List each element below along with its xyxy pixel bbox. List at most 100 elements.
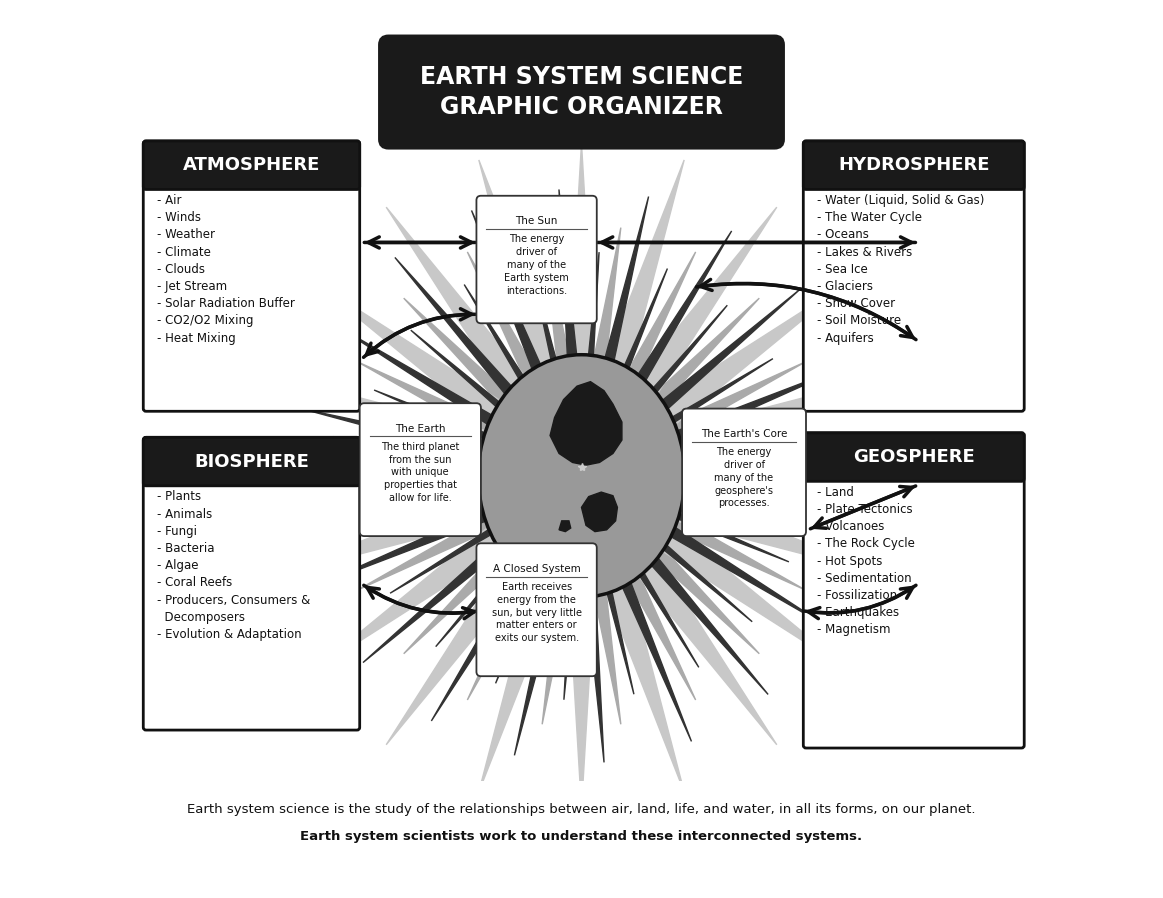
Polygon shape — [436, 472, 586, 647]
Polygon shape — [578, 366, 847, 483]
Text: The energy
driver of
many of the
Earth system
interactions.: The energy driver of many of the Earth s… — [505, 234, 569, 295]
FancyBboxPatch shape — [379, 36, 784, 148]
Polygon shape — [576, 457, 898, 578]
Polygon shape — [580, 424, 800, 481]
Polygon shape — [570, 474, 621, 725]
Polygon shape — [582, 456, 914, 496]
Text: Earth system science is the study of the relationships between air, land, life, : Earth system science is the study of the… — [187, 804, 976, 816]
Polygon shape — [313, 460, 593, 671]
Polygon shape — [576, 252, 599, 476]
Polygon shape — [390, 471, 584, 594]
FancyBboxPatch shape — [477, 543, 597, 676]
Polygon shape — [468, 252, 592, 481]
Text: HYDROSPHERE: HYDROSPHERE — [839, 156, 990, 174]
Polygon shape — [411, 330, 585, 480]
Polygon shape — [495, 474, 586, 683]
Polygon shape — [577, 269, 668, 478]
Polygon shape — [550, 382, 622, 465]
Polygon shape — [579, 464, 830, 515]
Polygon shape — [479, 470, 600, 792]
Polygon shape — [570, 281, 850, 492]
Polygon shape — [573, 197, 649, 478]
Text: The Earth: The Earth — [395, 424, 445, 434]
Polygon shape — [386, 464, 598, 744]
Text: - Plants
- Animals
- Fungi
- Bacteria
- Algae
- Coral Reefs
- Producers, Consume: - Plants - Animals - Fungi - Bacteria - … — [157, 490, 311, 641]
Polygon shape — [576, 465, 806, 590]
Polygon shape — [579, 436, 830, 488]
Polygon shape — [529, 258, 587, 477]
FancyBboxPatch shape — [359, 403, 481, 536]
Polygon shape — [565, 207, 777, 488]
Polygon shape — [363, 470, 587, 663]
Polygon shape — [431, 471, 588, 721]
Polygon shape — [333, 436, 584, 488]
Polygon shape — [363, 471, 583, 528]
Polygon shape — [576, 289, 800, 482]
Polygon shape — [295, 468, 583, 498]
FancyBboxPatch shape — [133, 781, 1030, 898]
Polygon shape — [571, 471, 695, 700]
FancyBboxPatch shape — [804, 141, 1025, 189]
Polygon shape — [578, 471, 752, 621]
Polygon shape — [464, 285, 586, 479]
Text: - Water (Liquid, Solid & Gas)
- The Water Cycle
- Oceans
- Lakes & Rivers
- Sea : - Water (Liquid, Solid & Gas) - The Wate… — [816, 194, 984, 345]
Polygon shape — [582, 492, 618, 532]
FancyBboxPatch shape — [477, 196, 597, 323]
Polygon shape — [573, 298, 759, 484]
Polygon shape — [570, 227, 621, 478]
Text: The third planet
from the sun
with unique
properties that
allow for life.: The third planet from the sun with uniqu… — [381, 442, 459, 503]
Polygon shape — [577, 469, 827, 626]
Text: - Land
- Plate Tectonics
- Volcanoes
- The Rock Cycle
- Hot Spots
- Sedimentatio: - Land - Plate Tectonics - Volcanoes - T… — [816, 486, 914, 637]
Polygon shape — [404, 298, 590, 484]
Polygon shape — [577, 305, 727, 480]
FancyBboxPatch shape — [143, 141, 359, 189]
Text: Earth receives
energy from the
sun, but very little
matter enters or
exits our s: Earth receives energy from the sun, but … — [492, 582, 582, 643]
FancyBboxPatch shape — [133, 790, 1030, 898]
FancyBboxPatch shape — [804, 141, 1025, 411]
Polygon shape — [404, 468, 590, 654]
Polygon shape — [542, 227, 593, 478]
FancyBboxPatch shape — [682, 409, 806, 536]
Polygon shape — [302, 409, 584, 484]
Polygon shape — [576, 475, 634, 694]
Polygon shape — [573, 475, 604, 762]
Polygon shape — [357, 465, 587, 590]
Polygon shape — [514, 474, 590, 755]
FancyBboxPatch shape — [143, 437, 359, 486]
Polygon shape — [582, 471, 805, 494]
Polygon shape — [565, 464, 777, 744]
Polygon shape — [579, 468, 861, 543]
Polygon shape — [336, 326, 586, 483]
Polygon shape — [249, 456, 582, 496]
Polygon shape — [471, 210, 588, 479]
Polygon shape — [576, 374, 898, 495]
Text: The energy
driver of
many of the
geosphere's
processes.: The energy driver of many of the geosphe… — [714, 447, 773, 508]
Polygon shape — [573, 468, 759, 654]
Text: Earth system scientists work to understand these interconnected systems.: Earth system scientists work to understa… — [331, 838, 832, 850]
Polygon shape — [357, 362, 587, 487]
Polygon shape — [313, 281, 593, 492]
Polygon shape — [374, 390, 584, 481]
Polygon shape — [563, 470, 684, 792]
Text: BIOSPHERE: BIOSPHERE — [194, 453, 309, 471]
Text: GEOSPHERE: GEOSPHERE — [852, 448, 975, 466]
Polygon shape — [579, 358, 773, 480]
FancyBboxPatch shape — [143, 141, 359, 411]
Text: The Sun: The Sun — [515, 216, 558, 226]
Ellipse shape — [478, 355, 685, 597]
Text: Earth system science is the study of the relationships between air, land, life, : Earth system science is the study of the… — [187, 806, 976, 819]
Polygon shape — [563, 160, 684, 482]
Polygon shape — [576, 471, 768, 694]
Polygon shape — [358, 458, 582, 481]
Text: Earth system science is the study of the: Earth system science is the study of the — [309, 797, 582, 810]
Polygon shape — [479, 160, 600, 482]
Polygon shape — [576, 362, 806, 487]
Polygon shape — [395, 258, 587, 481]
Polygon shape — [559, 189, 590, 477]
Polygon shape — [316, 469, 585, 585]
Polygon shape — [333, 464, 584, 515]
Polygon shape — [564, 476, 587, 700]
Polygon shape — [577, 473, 699, 667]
Text: - Air
- Winds
- Weather
- Climate
- Clouds
- Jet Stream
- Solar Radiation Buffer: - Air - Winds - Weather - Climate - Clou… — [157, 194, 294, 345]
Text: A Closed System: A Closed System — [493, 564, 580, 574]
